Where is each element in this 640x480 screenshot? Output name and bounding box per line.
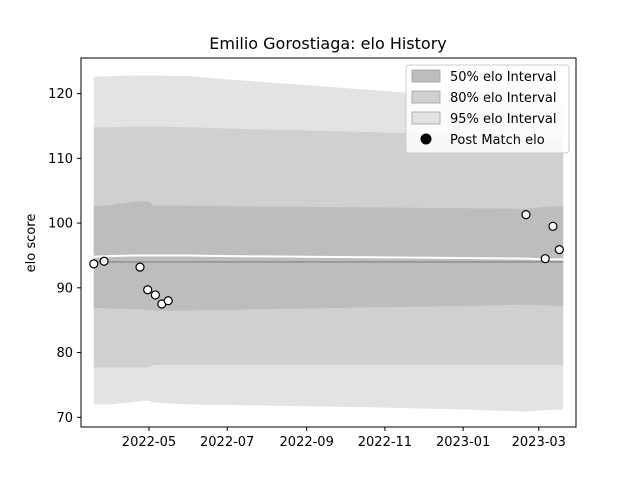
y-tick-label: 90 <box>56 281 73 296</box>
data-point <box>135 262 145 272</box>
interval-band-3 <box>93 201 564 311</box>
x-tick-label: 2022-11 <box>358 435 412 450</box>
y-tick-label: 120 <box>48 87 73 102</box>
data-point <box>521 210 531 220</box>
chart-title: Emilio Gorostiaga: elo History <box>209 34 447 53</box>
x-tick-label: 2022-09 <box>280 435 334 450</box>
data-point <box>89 259 99 269</box>
legend-swatch <box>411 90 441 104</box>
legend-label: 50% elo Interval <box>450 70 557 85</box>
x-tick-label: 2023-03 <box>512 435 566 450</box>
center-line <box>93 254 564 261</box>
y-tick-label: 70 <box>56 411 73 426</box>
center-lines <box>93 254 564 263</box>
y-tick-label: 80 <box>56 346 73 361</box>
plot-frame <box>80 57 577 428</box>
data-point <box>99 256 109 266</box>
y-axis: 70 80 90 100 110 120 <box>48 87 81 426</box>
data-point <box>540 254 550 264</box>
data-point <box>143 285 153 295</box>
data-point <box>548 221 558 231</box>
data-point <box>150 290 160 300</box>
x-axis: 2022-05 2022-07 2022-09 2022-11 2023-01 2023-… <box>122 427 566 450</box>
y-axis-label: elo score <box>24 214 39 273</box>
y-tick-label: 100 <box>48 217 73 232</box>
data-point <box>163 296 173 306</box>
legend-marker <box>420 133 432 145</box>
legend-swatch <box>411 69 441 83</box>
interval-bands <box>93 75 564 412</box>
y-tick-label: 110 <box>48 152 73 167</box>
x-tick-label: 2022-07 <box>200 435 254 450</box>
legend-label: 80% elo Interval <box>450 91 557 106</box>
legend: 50% elo Interval 80% elo Interval 95% elo … <box>405 64 570 154</box>
legend-box <box>405 64 570 154</box>
legend-swatch <box>411 111 441 125</box>
data-point <box>554 245 564 255</box>
legend-label: 95% elo Interval <box>450 112 557 127</box>
legend-label: Post Match elo <box>450 133 545 148</box>
x-tick-label: 2023-01 <box>436 435 490 450</box>
post-match-points <box>89 210 564 309</box>
x-tick-label: 2022-05 <box>122 435 176 450</box>
